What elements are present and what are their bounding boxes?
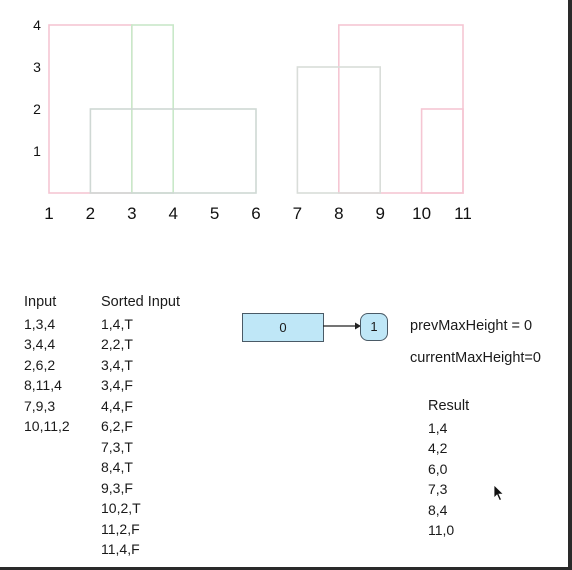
building-rect-6 [420, 108, 464, 194]
sorted-row: 2,2,T [101, 336, 133, 352]
heap-box: 0 [242, 313, 324, 342]
x-tick-label: 7 [293, 204, 302, 223]
x-tick-label: 2 [86, 204, 95, 223]
sorted-row: 4,4,F [101, 397, 133, 414]
input-list: Input 1,3,4 3,4,4 2,6,2 8,11,4 7,9,3 10,… [24, 292, 70, 437]
building-rect-3 [89, 108, 257, 194]
buildings-layer [48, 24, 464, 194]
input-row: 8,11,4 [24, 377, 62, 393]
x-tick-label: 5 [210, 204, 219, 223]
input-row: 7,9,3 [24, 397, 56, 414]
x-tick-label: 10 [412, 204, 431, 223]
sorted-row: 10,2,T [101, 500, 141, 516]
sorted-row: 3,4,T [101, 356, 133, 373]
input-row: 2,6,2 [24, 356, 56, 373]
x-tick-label: 9 [375, 204, 384, 223]
result-row: 11,0 [428, 522, 455, 538]
y-tick-label: 4 [33, 17, 41, 33]
x-tick-label: 4 [168, 204, 177, 223]
frame-edge-bottom [0, 567, 572, 570]
y-tick-label: 1 [33, 143, 41, 159]
current-max-height-label: currentMaxHeight=0 [410, 350, 541, 366]
result-list: Result 1,4 4,2 6,0 7,3 8,4 11,0 [428, 396, 469, 541]
sorted-row: 11,2,F [101, 520, 140, 537]
x-tick-label: 8 [334, 204, 343, 223]
x-tick-label: 11 [454, 204, 472, 223]
sorted-row: 1,4,T [101, 315, 133, 332]
result-header: Result [428, 398, 470, 414]
sorted-row: 11,4,F [101, 541, 140, 557]
mouse-pointer-icon [493, 484, 505, 502]
building-rect-5 [296, 66, 381, 194]
x-tick-label: 3 [127, 204, 136, 223]
input-header: Input [24, 294, 57, 310]
sorted-input-header: Sorted Input [101, 294, 180, 310]
sorted-row: 6,2,F [101, 418, 133, 434]
heap-node: 1 [360, 313, 388, 341]
result-row: 1,4 [428, 419, 448, 436]
y-tick-label: 2 [33, 101, 41, 117]
input-row: 3,4,4 [24, 336, 56, 352]
result-row: 4,2 [428, 440, 448, 456]
x-tick-label: 1 [44, 204, 53, 223]
x-tick-label: 6 [251, 204, 260, 223]
x-axis-ticks: 1 2 3 4 5 6 7 8 9 10 11 [44, 204, 472, 223]
sorted-row: 9,3,F [101, 479, 133, 496]
frame-edge-right [568, 0, 572, 570]
sorted-row: 7,3,T [101, 438, 133, 455]
y-axis-ticks: 1 2 3 4 [33, 17, 41, 159]
y-tick-label: 3 [33, 59, 41, 75]
input-row: 10,11,2 [24, 418, 70, 434]
result-row: 7,3 [428, 481, 448, 497]
result-row: 8,4 [428, 501, 448, 518]
sorted-input-list: Sorted Input 1,4,T 2,2,T 3,4,T 3,4,F 4,4… [101, 292, 180, 560]
arrow-icon [323, 322, 361, 330]
sorted-row: 8,4,T [101, 459, 133, 475]
input-row: 1,3,4 [24, 315, 56, 332]
sorted-row: 3,4,F [101, 377, 133, 393]
prev-max-height-label: prevMaxHeight = 0 [410, 318, 533, 334]
result-row: 6,0 [428, 460, 448, 477]
